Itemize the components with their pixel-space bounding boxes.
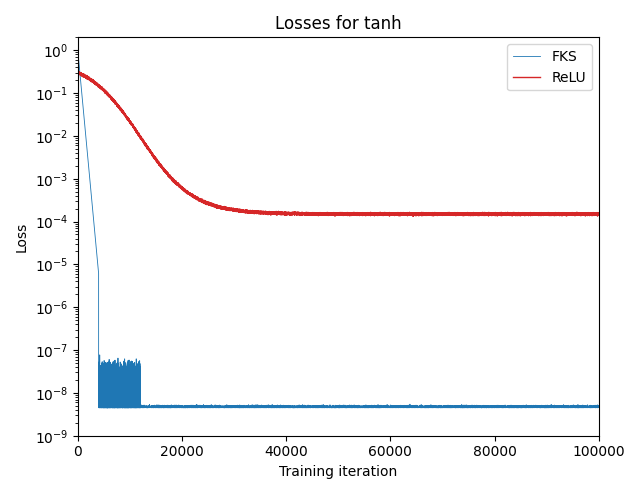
ReLU <box>410 213 417 219</box>
ReLU <box>240 209 248 215</box>
ReLU <box>74 69 82 75</box>
ReLU <box>267 210 275 216</box>
ReLU <box>568 211 576 217</box>
FKS <box>74 47 82 53</box>
FKS <box>595 404 602 410</box>
FKS <box>568 405 576 411</box>
ReLU <box>100 87 108 93</box>
FKS <box>100 405 108 411</box>
FKS <box>267 405 275 411</box>
ReLU <box>74 70 82 76</box>
FKS <box>168 404 175 410</box>
ReLU <box>168 175 175 181</box>
Legend: FKS, ReLU: FKS, ReLU <box>507 44 592 90</box>
Title: Losses for tanh: Losses for tanh <box>275 15 401 33</box>
FKS <box>240 404 248 410</box>
Y-axis label: Loss: Loss <box>15 221 29 251</box>
ReLU <box>157 163 164 169</box>
X-axis label: Training iteration: Training iteration <box>279 465 397 479</box>
Line: ReLU: ReLU <box>78 72 598 216</box>
FKS <box>95 405 102 411</box>
Line: FKS: FKS <box>78 50 598 408</box>
FKS <box>157 404 164 410</box>
ReLU <box>595 210 602 216</box>
